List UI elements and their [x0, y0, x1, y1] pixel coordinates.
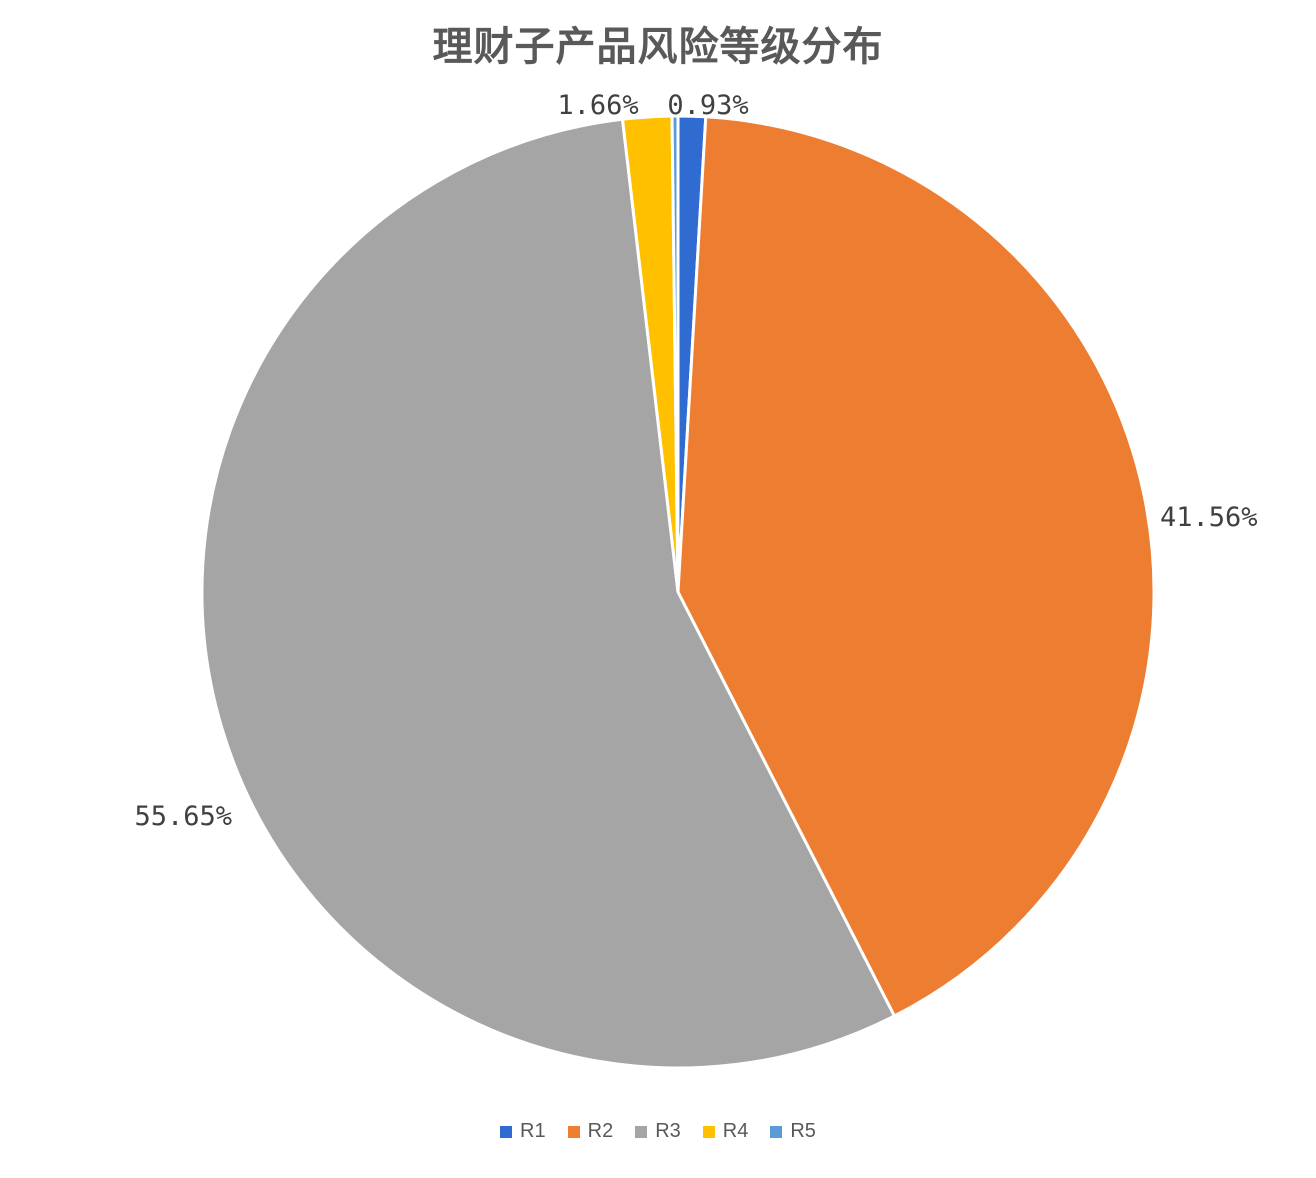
legend-swatch-r1 [500, 1125, 513, 1138]
legend-label-r4: R4 [722, 1120, 749, 1142]
pie-slices [200, 114, 1156, 1070]
legend-item-r5: R5 [770, 1120, 816, 1143]
legend-item-r1: R1 [500, 1120, 546, 1143]
chart-legend: R1 R2 R3 R4 R5 [0, 1120, 1316, 1143]
legend-swatch-r2 [567, 1125, 580, 1138]
legend-swatch-r4 [702, 1125, 715, 1138]
legend-item-r2: R2 [567, 1120, 614, 1143]
legend-item-r4: R4 [702, 1120, 749, 1143]
data-label-r3: 55.65% [134, 801, 232, 832]
pie-data-labels: 0.93% 41.56% 55.65% 1.66% [134, 90, 1257, 832]
legend-label-r2: R2 [587, 1120, 614, 1142]
data-label-r1: 0.93% [667, 90, 748, 121]
pie-slice-r3 [200, 117, 897, 1070]
legend-swatch-r5 [770, 1125, 783, 1138]
data-label-r4: 1.66% [557, 90, 638, 121]
chart-title: 理财子产品风险等级分布 [432, 24, 884, 70]
pie-slice-r5 [670, 114, 680, 593]
legend-item-r3: R3 [635, 1120, 681, 1143]
data-label-r2: 41.56% [1160, 502, 1258, 533]
legend-swatch-r3 [635, 1125, 648, 1138]
legend-label-r3: R3 [655, 1120, 681, 1142]
pie-slice-r2 [676, 115, 1156, 1018]
legend-label-r5: R5 [790, 1120, 816, 1142]
legend-label-r1: R1 [520, 1120, 546, 1142]
